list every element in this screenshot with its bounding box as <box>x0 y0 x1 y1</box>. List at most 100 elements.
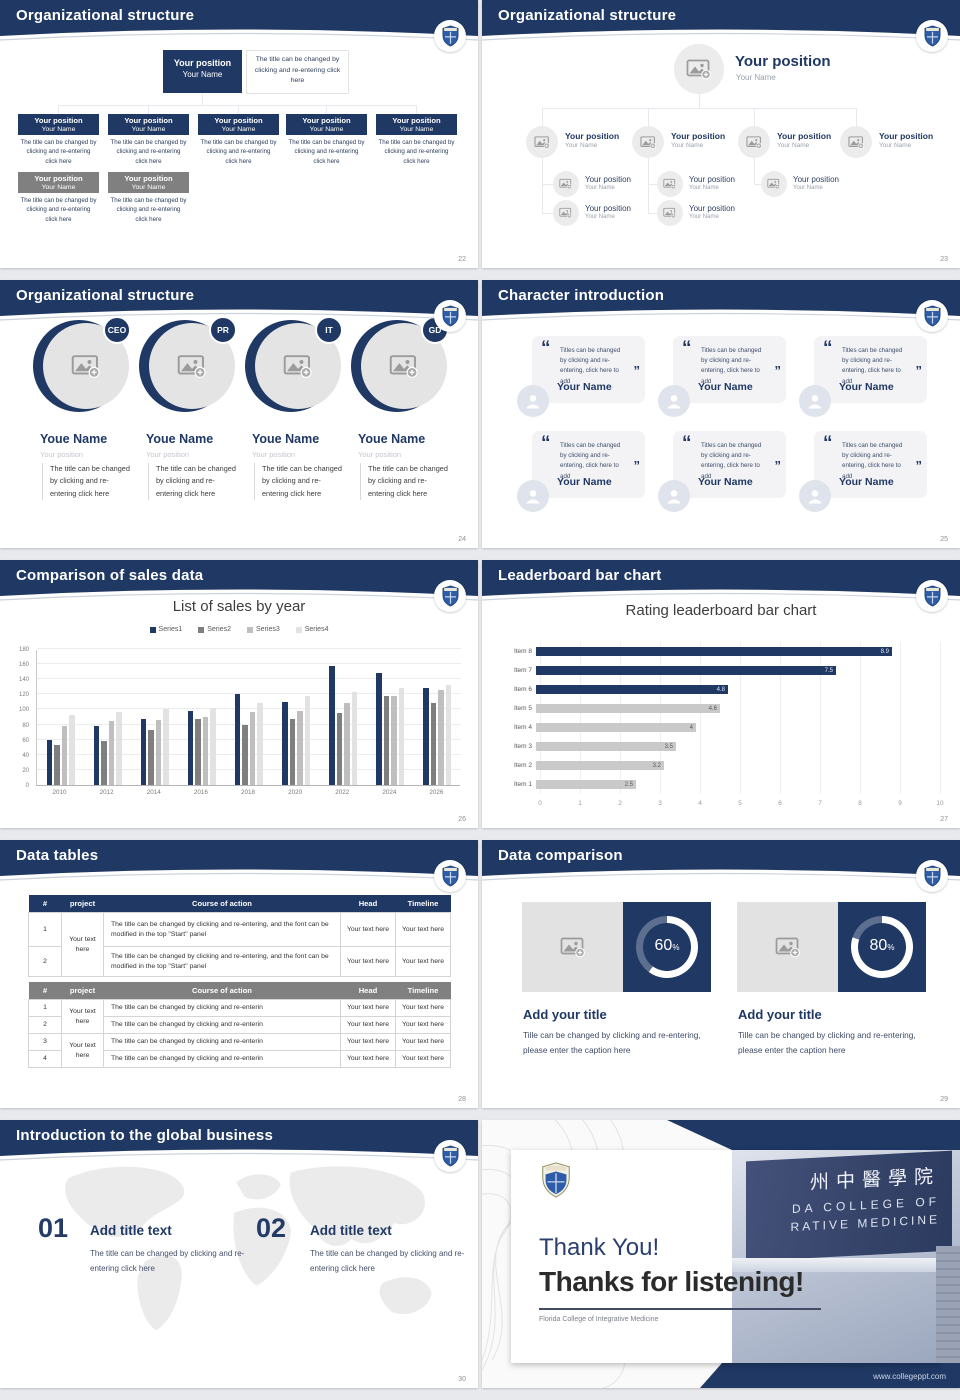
slide-26[interactable]: Comparison of sales data List of sales b… <box>0 560 478 828</box>
course-cell: The title can be changed by clicking and… <box>103 1016 341 1034</box>
slide-28[interactable]: Data tables # project Course of action H… <box>0 840 478 1108</box>
timeline-cell: Your text here <box>395 1016 451 1034</box>
bar-Series4-2024 <box>398 688 405 785</box>
member-position: Your position <box>40 450 84 459</box>
college-caption: Florida College of Integrative Medicine <box>539 1316 659 1323</box>
chart-row-Item 8: Item 8 8.9 <box>502 642 940 661</box>
donut-chart-60: 60% <box>636 916 698 978</box>
person-avatar-icon <box>658 385 690 417</box>
slide-22-header: Organizational structure <box>0 0 478 52</box>
head-cell: Your text here <box>340 999 396 1017</box>
image-placeholder-icon <box>553 171 579 197</box>
item-number: 02 <box>256 1213 287 1243</box>
org-node-gray: Your position Your Name The title can be … <box>108 172 189 227</box>
timeline-cell: Your text here <box>395 1050 451 1068</box>
chart-row-Item 2: Item 2 3.2 <box>502 756 940 775</box>
bar-Series3-2010 <box>61 726 68 785</box>
node-position: Your position <box>879 131 934 141</box>
member-name: Youe Name <box>358 432 426 446</box>
slide-27[interactable]: Leaderboard bar chart Rating leaderboard… <box>482 560 960 828</box>
node-body: The title can be changed by clicking and… <box>288 139 365 165</box>
slide-thank-you[interactable]: 州中醫學院 DA COLLEGE OF RATIVE MEDICINE Than… <box>482 1120 960 1388</box>
node-name: Your Name <box>565 142 598 149</box>
slide-29[interactable]: Data comparison 60% 80% Add your title T… <box>482 840 960 1108</box>
data-table-gray: # project Course of action Head Timeline… <box>28 982 451 1068</box>
bar-Series4-2010 <box>69 714 75 785</box>
slide-30[interactable]: Introduction to the global business 01 A… <box>0 1120 478 1388</box>
college-crest-icon <box>434 1140 466 1172</box>
slide-title: Organizational structure <box>498 7 677 24</box>
chart-legend: Series1 Series2 Series3 Series4 <box>0 626 478 633</box>
node-name: Your Name <box>41 126 76 133</box>
chart-row-Item 7: Item 7 7.5 <box>502 661 940 680</box>
slide-title: Organizational structure <box>16 7 195 24</box>
bar-Series4-2022 <box>351 692 358 785</box>
node-body: The title can be changed by clicking and… <box>20 197 97 223</box>
slide-24[interactable]: Organizational structure CEO PR IT GD Yo… <box>0 280 478 548</box>
thank-you-text: Thank You! <box>539 1234 660 1261</box>
navy-accent-shapes <box>667 1120 960 1388</box>
node-name: Your Name <box>399 126 434 133</box>
college-crest-icon <box>916 20 948 52</box>
close-quote-icon: ” <box>633 363 640 378</box>
root-name: Your Name <box>736 73 776 82</box>
col-header: # <box>28 982 62 1000</box>
college-crest-icon <box>916 580 948 612</box>
connector-line <box>542 108 543 126</box>
member-name: Youe Name <box>40 432 108 446</box>
connector-line <box>648 108 649 126</box>
slide-28-header: Data tables <box>0 840 478 892</box>
x-axis-labels: 0 1 2 3 4 5 6 7 8 9 10 <box>538 800 944 807</box>
head-cell: Your text here <box>340 1016 396 1034</box>
bar-Series3-2022 <box>344 703 350 785</box>
root-name: Your Name <box>182 70 223 79</box>
root-position: Your position <box>173 58 232 68</box>
bar-Series3-2014 <box>155 720 162 785</box>
bar-Series4-2026 <box>445 684 452 785</box>
person-name: Your Name <box>698 476 753 488</box>
close-quote-icon: ” <box>774 363 781 378</box>
chart-rows: Item 8 8.9 Item 7 7.5 Item 6 4.8 Item 5 4.6 Item… <box>502 642 940 794</box>
quote-card: “ Titles can be changed by clicking and … <box>517 431 645 512</box>
slide-22[interactable]: Organizational structure Your position Y… <box>0 0 478 268</box>
chart-gridlines <box>540 642 941 794</box>
connector-line <box>148 105 149 114</box>
slide-23[interactable]: Organizational structure Your position Y… <box>482 0 960 268</box>
bar-Series4-2018 <box>257 703 263 785</box>
slide-25[interactable]: Character introduction “ Titles can be c… <box>482 280 960 548</box>
node-name: Your Name <box>793 185 823 191</box>
donut-chart-80: 80% <box>851 916 913 978</box>
image-placeholder-icon <box>553 200 579 226</box>
node-name: Your Name <box>221 126 256 133</box>
connector-line <box>699 94 700 108</box>
bar-Series4-2016 <box>210 707 216 785</box>
image-placeholder-icon <box>657 200 683 226</box>
brick-column <box>936 1246 960 1363</box>
donut-panel: 80% <box>838 902 926 992</box>
image-placeholder-icon <box>738 126 770 158</box>
row-index: 2 <box>28 1016 62 1034</box>
thanks-subtitle: Thanks for listening! <box>539 1266 804 1297</box>
close-quote-icon: ” <box>915 363 922 378</box>
chart-row-Item 6: Item 6 4.8 <box>502 680 940 699</box>
chart-row-Item 5: Item 5 4.6 <box>502 699 940 718</box>
bar-Series2-2018 <box>242 724 248 785</box>
college-crest-icon <box>434 20 466 52</box>
member-position: Your position <box>252 450 296 459</box>
college-crest-icon <box>916 300 948 332</box>
page-number: 30 <box>458 1376 466 1383</box>
node-position: Your position <box>392 116 441 125</box>
node-name: Your Name <box>585 185 615 191</box>
slide-title: Introduction to the global business <box>16 1127 273 1144</box>
person-name: Your Name <box>557 381 612 393</box>
bar-Series2-2012 <box>101 741 107 785</box>
college-crest <box>542 1162 570 1198</box>
percent-value: 60 <box>654 937 673 954</box>
image-placeholder-icon <box>737 902 838 992</box>
slide-24-header: Organizational structure <box>0 280 478 332</box>
person-avatar-icon <box>799 480 831 512</box>
connector-line <box>202 93 203 105</box>
node-position: Your position <box>793 175 839 184</box>
bar-Series2-2022 <box>336 713 343 785</box>
node-position: Your position <box>34 116 83 125</box>
